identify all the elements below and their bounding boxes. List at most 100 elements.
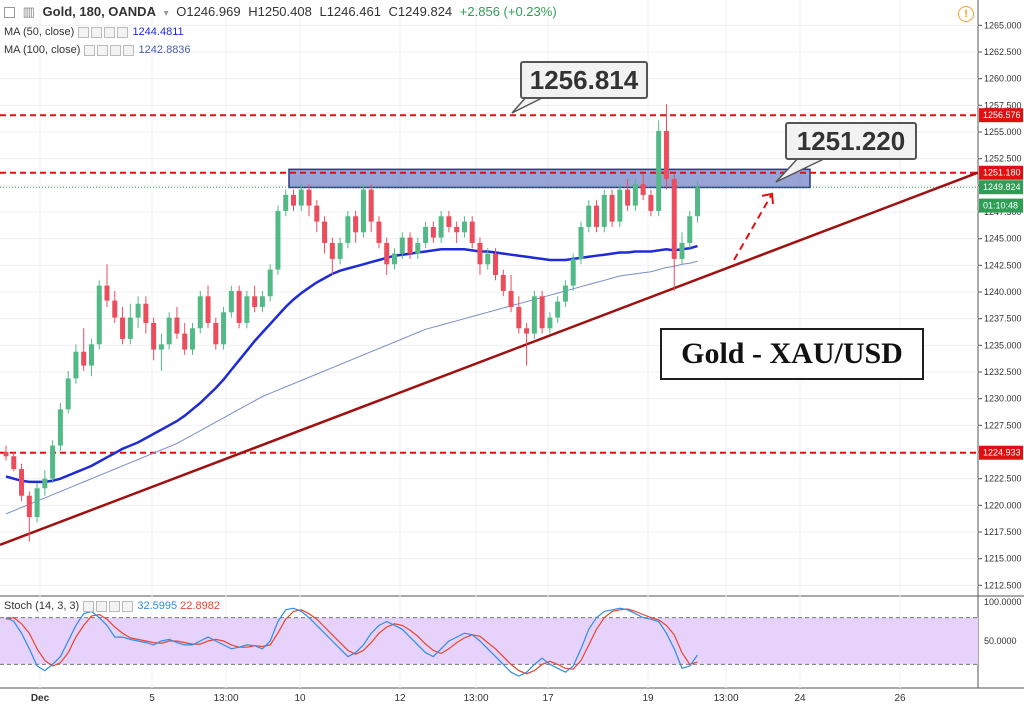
more-icon[interactable]: [123, 44, 135, 56]
close-icon[interactable]: [109, 600, 121, 612]
candle: [695, 181, 701, 223]
candle-body: [423, 226, 429, 243]
collapse-icon[interactable]: [4, 7, 15, 19]
stoch-tick-label: 50.0000: [984, 636, 1017, 646]
stoch-label[interactable]: Stoch (14, 3, 3): [4, 600, 80, 612]
candle: [259, 290, 265, 313]
candle: [236, 285, 242, 329]
settings-icon[interactable]: [91, 26, 103, 38]
candle-body: [151, 322, 157, 350]
time-tick-label: 13:00: [713, 693, 738, 704]
candle-body: [601, 194, 607, 227]
candle-body: [42, 478, 48, 489]
candle-body: [329, 242, 335, 259]
candle: [298, 184, 304, 211]
ma50-controls[interactable]: [77, 26, 129, 38]
candle-body: [127, 317, 133, 339]
high-callout-pointer: [511, 94, 549, 114]
price-tick-label: 1220.000: [984, 500, 1022, 510]
chart-style-icon[interactable]: ▥: [22, 4, 35, 19]
candle: [384, 237, 390, 275]
candle: [469, 216, 475, 249]
candle: [290, 189, 296, 211]
ma100-label[interactable]: MA (100, close): [4, 44, 81, 56]
candle: [438, 210, 444, 243]
price-tick-label: 1260.000: [984, 74, 1022, 84]
ohlc-high: H1250.408: [248, 4, 312, 19]
more-icon[interactable]: [122, 600, 134, 612]
candle: [73, 344, 79, 384]
candle: [601, 189, 607, 233]
settings-icon[interactable]: [96, 600, 108, 612]
candle-body: [19, 469, 25, 496]
symbol-dropdown-icon[interactable]: ▾: [163, 8, 169, 19]
symbol-label[interactable]: Gold, 180, OANDA: [42, 4, 156, 19]
candle-body: [617, 189, 623, 222]
candle: [516, 296, 522, 334]
candle: [34, 482, 40, 523]
candle-body: [3, 452, 9, 457]
more-icon[interactable]: [117, 26, 129, 38]
candle: [345, 210, 351, 249]
price-tick-label: 1240.000: [984, 287, 1022, 297]
ascending-trendline: [0, 171, 979, 546]
close-icon[interactable]: [104, 26, 116, 38]
candle: [539, 290, 545, 334]
candle-body: [314, 205, 320, 222]
stoch-controls[interactable]: [82, 600, 134, 612]
close-icon[interactable]: [110, 44, 122, 56]
candle-body: [57, 409, 63, 446]
candle: [306, 184, 312, 217]
candle: [531, 290, 537, 339]
candle-body: [283, 194, 289, 211]
candle-body: [11, 456, 17, 470]
eye-icon[interactable]: [84, 44, 96, 56]
candle: [213, 317, 219, 350]
price-tag: 01:10:48: [979, 198, 1023, 213]
candle: [430, 221, 436, 243]
price-tick-label: 1222.500: [984, 474, 1022, 484]
time-tick-label: Dec: [31, 693, 50, 704]
time-tick-label: 10: [294, 693, 306, 704]
ma50-label[interactable]: MA (50, close): [4, 26, 75, 38]
candle: [594, 200, 600, 233]
candle-body: [244, 296, 250, 323]
candle-body: [469, 221, 475, 243]
candle: [376, 216, 382, 249]
settings-icon[interactable]: [97, 44, 109, 56]
candle-body: [345, 216, 351, 243]
candle: [120, 306, 126, 345]
high-callout-label: 1256.814: [529, 65, 639, 95]
time-tick-label: 24: [794, 693, 806, 704]
candle: [679, 232, 685, 265]
candle-body: [695, 187, 701, 217]
price-tick-label: 1235.000: [984, 340, 1022, 350]
candle: [547, 312, 553, 334]
price-tick-label: 1255.000: [984, 127, 1022, 137]
ma50-value: 1244.4811: [132, 26, 184, 38]
candle: [656, 120, 662, 217]
time-tick-label: 17: [542, 693, 554, 704]
stoch-legend: Stoch (14, 3, 3) 32.5995 22.8982: [4, 600, 220, 612]
alert-icon[interactable]: !: [958, 6, 974, 22]
candle: [508, 274, 514, 313]
ma100-controls[interactable]: [83, 44, 135, 56]
candle: [570, 253, 576, 291]
candle-body: [516, 306, 522, 329]
candle-body: [632, 184, 638, 206]
candle: [174, 306, 180, 339]
eye-icon[interactable]: [78, 26, 90, 38]
chart-title-box: Gold - XAU/USD: [660, 328, 924, 380]
price-tag-bg: [979, 198, 1023, 213]
candle: [135, 296, 141, 329]
price-tick-label: 1230.000: [984, 394, 1022, 404]
candle-body: [120, 317, 126, 339]
ohlc-change: +2.856 (+0.23%): [459, 4, 557, 19]
ma50-legend: MA (50, close) 1244.4811: [4, 26, 184, 38]
candle-body: [205, 296, 211, 323]
candle-body: [34, 488, 40, 518]
time-tick-label: 5: [149, 693, 155, 704]
eye-icon[interactable]: [83, 600, 95, 612]
candle: [166, 312, 172, 350]
